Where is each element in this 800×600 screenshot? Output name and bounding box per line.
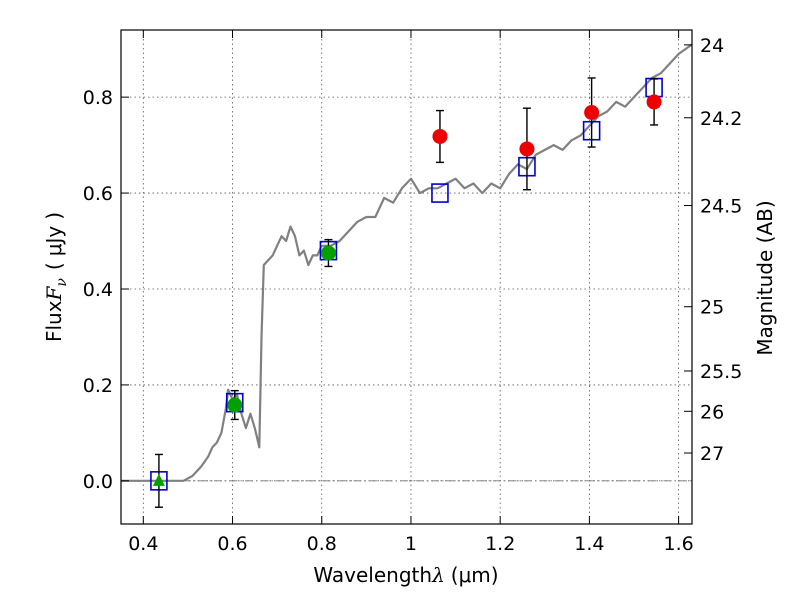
x-tick-label: 1.6: [664, 533, 694, 555]
y-axis-label: FluxFν ( μJy): [42, 212, 70, 342]
x-axis-label: Wavelengthλ (μm): [313, 563, 498, 587]
tick-label-layer: 0.4 0.6 0.8 1 1.2 1.4 1.6 0.0 0.2 0.4 0.6 0.8 24 24.2…: [83, 35, 743, 555]
right-tick-label: 25.5: [700, 361, 742, 383]
y-axis-unit: μJy: [42, 226, 66, 257]
right-axis-label: Magnitude (AB): [753, 200, 777, 355]
x-tick-label: 0.8: [307, 533, 337, 555]
right-tick-label: 26: [700, 401, 724, 423]
x-axis-open-paren: (: [451, 563, 459, 587]
x-axis-close-paren: ): [491, 563, 499, 587]
photometry-point: [227, 397, 243, 413]
x-tick-label: 1.2: [485, 533, 515, 555]
y-tick-label: 0.8: [83, 87, 113, 109]
x-axis-symbol: λ: [431, 563, 445, 587]
y-tick-label: 0.0: [83, 471, 113, 493]
x-tick-label: 1: [405, 533, 417, 555]
marker-layer: [150, 77, 663, 508]
y-axis-label-text: Flux: [42, 300, 66, 342]
photometry-point: [519, 141, 535, 157]
plot-frame: [120, 29, 693, 525]
photometry-point: [584, 104, 600, 120]
y-tick-label: 0.2: [83, 375, 113, 397]
right-tick-label: 24.5: [700, 196, 742, 218]
y-axis-symbol: F: [42, 285, 66, 301]
spectrum-line: [121, 43, 693, 482]
y-tick-label: 0.4: [83, 279, 113, 301]
spectrum-layer: [121, 43, 693, 482]
x-tick-label: 0.4: [128, 533, 158, 555]
photometry-point: [646, 94, 662, 110]
x-axis-label-text: Wavelength: [313, 563, 432, 587]
right-tick-label: 27: [700, 443, 724, 465]
photometry-point: [432, 128, 448, 144]
y-axis-close-paren: ): [42, 212, 66, 220]
y-axis-symbol-sub: ν: [54, 278, 70, 287]
grid-layer: [121, 30, 692, 524]
right-tick-label: 25: [700, 297, 724, 319]
right-tick-label: 24: [700, 35, 724, 57]
y-tick-label: 0.6: [83, 183, 113, 205]
tick-layer: [121, 30, 692, 524]
x-tick-label: 1.4: [574, 533, 604, 555]
x-axis-unit: μm: [459, 563, 491, 587]
x-tick-label: 0.6: [217, 533, 247, 555]
photometry-point: [320, 245, 336, 261]
model-square-point: [431, 183, 449, 203]
upper-limit-triangle: [152, 473, 165, 486]
y-axis-open-paren: (: [42, 262, 66, 270]
right-tick-label: 24.2: [700, 108, 742, 130]
